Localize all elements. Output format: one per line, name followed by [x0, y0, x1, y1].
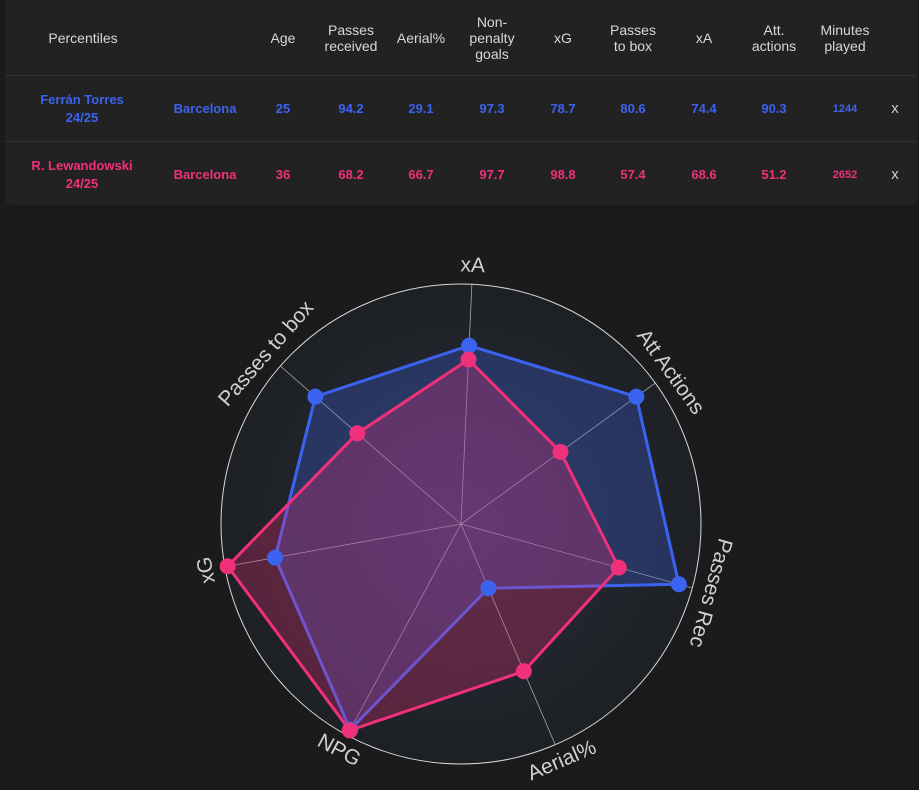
remove-button[interactable]: x — [891, 165, 899, 183]
value-cell: 94.2 — [338, 100, 364, 116]
header-passes-received: Passes received — [324, 21, 378, 54]
header-non-penalty-goals: Non-penalty goals — [469, 13, 515, 62]
header-minutes-played: Minutes played — [820, 21, 870, 54]
data-point — [480, 580, 497, 597]
player-name: R. Lewandowski — [31, 157, 133, 173]
header-percentiles: Percentiles — [48, 29, 118, 46]
player-cell[interactable]: Ferrán Torres 24/25 — [40, 76, 124, 141]
value-cell: 97.7 — [479, 166, 505, 182]
data-point — [460, 351, 477, 368]
percentiles-table: Percentiles Age Passes received Aerial% … — [5, 0, 917, 205]
remove-button[interactable]: x — [891, 99, 899, 117]
data-point — [515, 663, 532, 680]
value-cell: 90.3 — [761, 100, 787, 116]
header-age: Age — [270, 29, 296, 46]
team-cell: Barcelona — [173, 100, 237, 116]
player-name: Ferrán Torres — [40, 91, 124, 107]
axis-label: xG — [192, 555, 219, 586]
header-xg: xG — [554, 29, 572, 46]
player-cell[interactable]: R. Lewandowski 24/25 — [31, 142, 132, 207]
radar-spoke — [460, 523, 556, 745]
value-cell: 80.6 — [620, 100, 646, 116]
data-point — [628, 388, 645, 405]
player-season: 24/25 — [65, 175, 99, 191]
team-cell: Barcelona — [173, 166, 237, 182]
header-att-actions: Att. actions — [751, 21, 797, 54]
minutes-cell: 2652 — [832, 168, 858, 181]
series-polygon — [273, 344, 681, 732]
value-cell: 97.3 — [479, 100, 505, 116]
value-cell: 36 — [275, 166, 291, 182]
header-aerial: Aerial% — [396, 29, 446, 46]
radar-spoke — [460, 523, 693, 589]
player-season: 24/25 — [65, 109, 99, 125]
data-point — [349, 425, 366, 442]
data-point — [219, 558, 236, 575]
table-header: Percentiles Age Passes received Aerial% … — [5, 0, 917, 76]
value-cell: 57.4 — [620, 166, 646, 182]
radar-spoke — [460, 284, 473, 525]
data-point — [552, 443, 569, 460]
value-cell: 68.6 — [691, 166, 717, 182]
value-cell: 29.1 — [408, 100, 434, 116]
value-cell: 25 — [275, 100, 291, 116]
value-cell: 78.7 — [550, 100, 576, 116]
data-point — [307, 388, 324, 405]
value-cell: 98.8 — [550, 166, 576, 182]
series-polygon — [226, 358, 621, 732]
header-passes-to-box: Passes to box — [610, 21, 656, 54]
radar-spoke — [224, 523, 462, 568]
data-point — [670, 576, 687, 593]
value-cell: 68.2 — [338, 166, 364, 182]
data-point — [341, 722, 358, 739]
axis-label: xA — [460, 253, 486, 277]
data-point — [610, 559, 627, 576]
minutes-cell: 1244 — [832, 102, 858, 115]
value-cell: 66.7 — [408, 166, 434, 182]
header-xa: xA — [695, 29, 713, 46]
table-row: R. Lewandowski 24/25 Barcelona 36 68.2 6… — [5, 142, 917, 207]
data-point — [267, 549, 284, 566]
table-row: Ferrán Torres 24/25 Barcelona 25 94.2 29… — [5, 76, 917, 142]
value-cell: 74.4 — [691, 100, 717, 116]
radar-spoke — [346, 523, 462, 736]
value-cell: 51.2 — [761, 166, 787, 182]
data-point — [461, 337, 478, 354]
